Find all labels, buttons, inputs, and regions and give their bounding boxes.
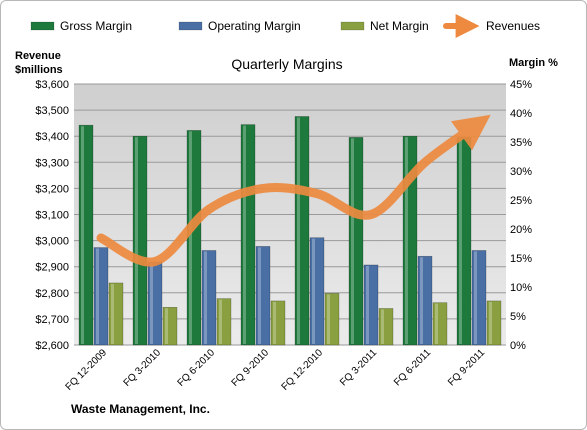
bars-group (78, 116, 502, 346)
bar-gross-margin (348, 137, 364, 346)
bar-highlight (96, 248, 99, 344)
left-axis-ticks: $2,600 $2,700 $2,800 $2,900 $3,000 $3,100 $3,2… (35, 79, 69, 352)
x-tick-label: FQ 9-2011 (446, 347, 487, 388)
right-tick-label: 25% (510, 195, 532, 207)
bar-net-margin (432, 302, 448, 346)
bar-highlight (474, 251, 477, 344)
left-tick-label: $2,800 (35, 288, 69, 300)
bar-highlight (204, 251, 207, 344)
left-tick-label: $3,300 (35, 157, 69, 169)
x-tick-label: FQ 6-2011 (392, 347, 433, 388)
bar-highlight (489, 301, 492, 344)
bar-highlight (366, 265, 369, 344)
right-tick-label: 40% (510, 108, 532, 120)
bar-highlight (111, 283, 114, 344)
bar-net-margin (324, 293, 340, 346)
bar-highlight (258, 247, 261, 344)
x-tick-label: FQ 6-2010 (176, 347, 218, 389)
bar-net-margin (378, 308, 394, 346)
legend-swatch-net-margin (340, 21, 365, 31)
bar-highlight (297, 117, 300, 344)
bar-net-margin (216, 298, 232, 346)
bar-net-margin (162, 306, 178, 346)
left-axis-title-line1: Revenue (15, 50, 61, 62)
right-axis-title: Margin % (509, 57, 558, 69)
bar-highlight (312, 238, 315, 344)
bar-operating-margin (93, 247, 109, 346)
bar-highlight (81, 126, 84, 345)
x-tick-label: FQ 3-2011 (338, 347, 379, 388)
bar-operating-margin (417, 255, 433, 346)
chart-footer-company: Waste Management, Inc. (71, 402, 210, 416)
revenue-line-group (96, 114, 491, 267)
bar-highlight (150, 263, 153, 344)
x-tick-label: FQ 3-2010 (122, 347, 164, 389)
bar-operating-margin (255, 246, 271, 346)
left-tick-label: $3,500 (35, 105, 69, 117)
bar-operating-margin (201, 250, 217, 346)
left-tick-label: $3,100 (35, 210, 69, 222)
x-axis-ticks: FQ 12-2009 FQ 3-2010 FQ 6-2010 FQ 9-2010 FQ … (64, 347, 488, 393)
revenue-line (96, 114, 491, 267)
bar-gross-margin (294, 116, 310, 346)
bar-net-margin (486, 300, 502, 346)
legend-label-revenues: Revenues (486, 19, 540, 33)
bar-highlight (135, 137, 138, 344)
right-tick-label: 15% (510, 253, 532, 265)
legend-label-operating-margin: Operating Margin (208, 19, 301, 33)
legend: Gross Margin Operating Margin Net Margin Re… (30, 14, 540, 38)
bar-highlight (327, 294, 330, 344)
left-tick-label: $3,400 (35, 131, 69, 143)
bar-highlight (420, 257, 423, 344)
bar-highlight (435, 303, 438, 344)
bar-gross-margin (240, 124, 256, 346)
x-tick-label: FQ 12-2010 (280, 347, 326, 393)
bar-gross-margin (78, 124, 94, 346)
left-tick-label: $3,600 (35, 79, 69, 91)
bar-highlight (165, 308, 168, 344)
bar-net-margin (108, 282, 124, 346)
right-tick-label: 30% (510, 166, 532, 178)
legend-swatch-gross-margin (30, 21, 55, 31)
left-axis-title-line2: $millions (15, 64, 63, 76)
bar-net-margin (270, 300, 286, 346)
bar-highlight (273, 301, 276, 344)
left-tick-label: $2,700 (35, 314, 69, 326)
bar-highlight (219, 299, 222, 344)
bar-gross-margin (132, 135, 148, 346)
right-axis-ticks: 0% 5% 10% 15% 20% 25% 30% 35% 40% 45% (510, 79, 532, 352)
right-tick-label: 45% (510, 79, 532, 91)
bar-operating-margin (309, 237, 325, 346)
right-tick-label: 35% (510, 137, 532, 149)
right-tick-label: 20% (510, 224, 532, 236)
legend-label-net-margin: Net Margin (370, 19, 429, 33)
left-tick-label: $2,900 (35, 262, 69, 274)
left-tick-label: $3,200 (35, 183, 69, 195)
right-tick-label: 5% (510, 311, 526, 323)
bar-highlight (351, 138, 354, 344)
x-tick-label: FQ 12-2009 (64, 347, 110, 393)
right-tick-label: 10% (510, 282, 532, 294)
bar-highlight (381, 309, 384, 344)
bar-highlight (189, 131, 192, 344)
bar-highlight (405, 137, 408, 344)
bar-operating-margin (363, 264, 379, 346)
legend-label-gross-margin: Gross Margin (60, 19, 132, 33)
right-tick-label: 0% (510, 340, 526, 352)
legend-swatch-operating-margin (178, 21, 203, 31)
chart-title: Quarterly Margins (231, 56, 342, 72)
bar-operating-margin (471, 250, 487, 346)
left-tick-label: $2,600 (35, 340, 69, 352)
x-tick-label: FQ 9-2010 (230, 347, 272, 389)
bar-highlight (243, 125, 246, 344)
left-tick-label: $3,000 (35, 236, 69, 248)
bar-highlight (459, 138, 462, 344)
